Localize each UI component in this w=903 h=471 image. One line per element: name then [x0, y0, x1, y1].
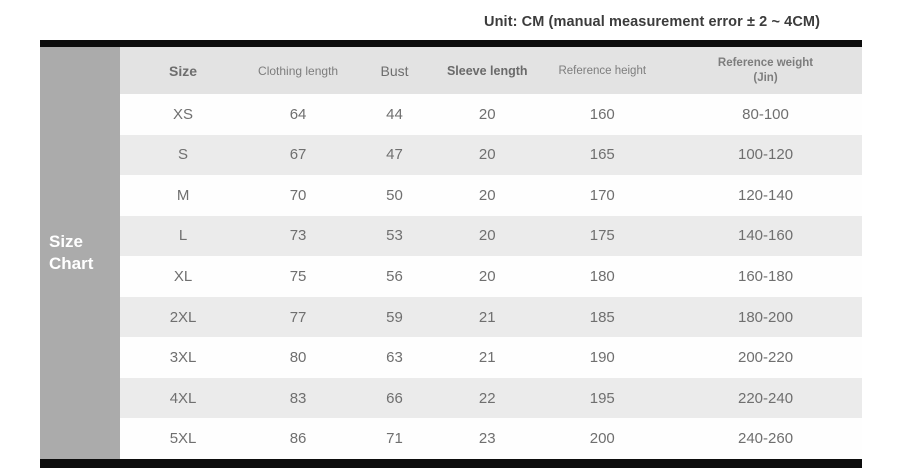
table-cell-size: S: [178, 146, 189, 164]
side-label: Size Chart: [40, 47, 120, 459]
table-cell-size: 3XL: [169, 349, 197, 367]
table-cell-bust: 47: [386, 146, 403, 164]
table-cell-reference-height: 175: [589, 227, 615, 245]
table-row: 4XL 83 66 22 195 220-240: [120, 377, 862, 419]
column-header-reference-weight: Reference weight (Jin): [717, 57, 814, 84]
table-cell-reference-height: 180: [589, 267, 615, 285]
table-cell-reference-weight: 160-180: [737, 267, 794, 285]
table-cell-clothing-length: 77: [289, 308, 307, 326]
table-cell-sleeve-length: 20: [478, 227, 496, 245]
table-cell-reference-weight: 120-140: [737, 186, 794, 204]
table-cell-bust: 71: [386, 430, 403, 448]
table-cell-clothing-length: 70: [289, 186, 307, 204]
table-cell-sleeve-length: 20: [478, 146, 496, 164]
table-cell-bust: 66: [386, 389, 403, 407]
table-row: S 67 47 20 165 100-120: [120, 134, 862, 176]
table-cell-size: XL: [173, 267, 193, 285]
table-header-row: Size Clothing length Bust Sleeve length Refe…: [120, 47, 862, 94]
table-row: XL 75 56 20 180 160-180: [120, 256, 862, 297]
table-row: 2XL 77 59 21 185 180-200: [120, 296, 862, 338]
size-chart: Size Chart Size Clothing length Bust Sleeve…: [40, 40, 862, 468]
column-header-size: Size: [169, 62, 198, 79]
table-body: XS 64 44 20 160 80-100 S 67 47 20 165 100-120 M 70 50 2…: [120, 94, 862, 459]
table-cell-size: XS: [173, 105, 194, 123]
table-cell-size: 2XL: [169, 308, 197, 326]
table-cell-reference-weight: 100-120: [737, 146, 794, 164]
table-cell-bust: 53: [386, 227, 403, 245]
table-cell-sleeve-length: 21: [478, 308, 496, 326]
table-cell-reference-height: 160: [589, 105, 615, 123]
table-cell-reference-weight: 80-100: [742, 105, 789, 123]
table-cell-bust: 63: [386, 349, 403, 367]
top-border-bar: [40, 40, 862, 47]
table-cell-sleeve-length: 20: [478, 105, 496, 123]
table-cell-clothing-length: 80: [289, 349, 307, 367]
table-cell-reference-height: 170: [589, 186, 615, 204]
table-cell-reference-weight: 240-260: [737, 430, 794, 448]
table-row: L 73 53 20 175 140-160: [120, 215, 862, 257]
bottom-border-bar: [40, 459, 862, 468]
table-row: XS 64 44 20 160 80-100: [120, 94, 862, 135]
column-header-sleeve-length: Sleeve length: [446, 63, 528, 78]
table-cell-sleeve-length: 22: [478, 389, 496, 407]
table-cell-reference-height: 165: [589, 146, 615, 164]
table-cell-reference-weight: 180-200: [737, 308, 794, 326]
table-cell-size: M: [176, 186, 190, 204]
table-cell-sleeve-length: 20: [478, 186, 496, 204]
table-cell-sleeve-length: 21: [478, 349, 496, 367]
table-cell-bust: 44: [386, 105, 403, 123]
table-cell-reference-weight: 220-240: [737, 389, 794, 407]
unit-note: Unit: CM (manual measurement error ± 2 ~…: [484, 14, 820, 30]
table-cell-clothing-length: 67: [289, 146, 307, 164]
table-cell-size: L: [178, 227, 188, 245]
table-cell-sleeve-length: 20: [478, 267, 496, 285]
table-cell-bust: 59: [386, 308, 403, 326]
table-row: 5XL 86 71 23 200 240-260: [120, 418, 862, 459]
column-header-bust: Bust: [380, 62, 409, 79]
table-cell-clothing-length: 73: [289, 227, 307, 245]
table-cell-clothing-length: 75: [289, 267, 307, 285]
table-cell-reference-height: 185: [589, 308, 615, 326]
table-cell-size: 5XL: [169, 430, 197, 448]
table-cell-reference-weight: 200-220: [737, 349, 794, 367]
size-chart-body: Size Chart Size Clothing length Bust Sleeve…: [40, 47, 862, 459]
table-cell-clothing-length: 83: [289, 389, 307, 407]
table-row: 3XL 80 63 21 190 200-220: [120, 337, 862, 378]
table-cell-reference-height: 200: [589, 430, 615, 448]
table-cell-clothing-length: 64: [289, 105, 307, 123]
size-table: Size Clothing length Bust Sleeve length Refe…: [120, 47, 862, 459]
table-cell-bust: 56: [386, 267, 403, 285]
table-cell-sleeve-length: 23: [478, 430, 496, 448]
table-cell-reference-height: 190: [589, 349, 615, 367]
table-cell-clothing-length: 86: [289, 430, 307, 448]
column-header-reference-height: Reference height: [558, 64, 647, 77]
table-row: M 70 50 20 170 120-140: [120, 175, 862, 216]
table-cell-bust: 50: [386, 186, 403, 204]
column-header-clothing-length: Clothing length: [258, 63, 339, 78]
table-cell-reference-weight: 140-160: [737, 227, 794, 245]
table-cell-size: 4XL: [169, 389, 197, 407]
table-cell-reference-height: 195: [589, 389, 615, 407]
